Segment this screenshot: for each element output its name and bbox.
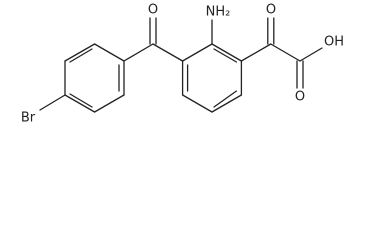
atom-label: OH [324,35,344,50]
bonds [39,17,323,113]
atom-label: O [266,3,276,18]
atom-label: Br [21,111,36,126]
atom-label: O [295,90,305,105]
molecule-diagram: O NH₂ O O OH Br [21,3,344,126]
atom-label: NH₂ [206,5,231,20]
atom-label: O [148,3,158,18]
